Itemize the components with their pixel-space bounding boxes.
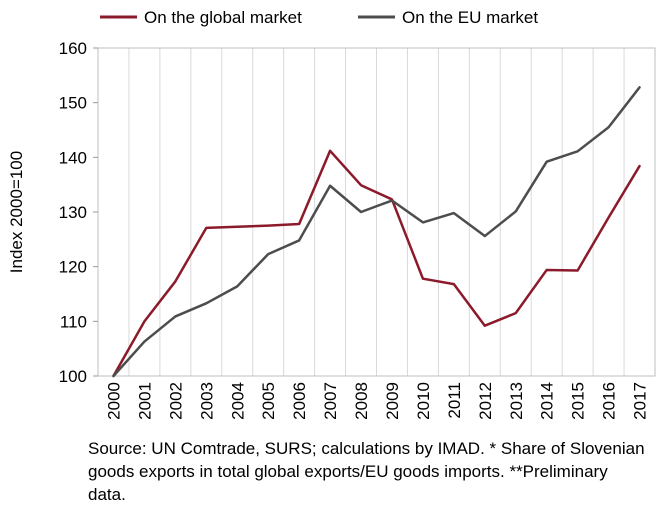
series-lines: [112, 86, 641, 378]
y-tick-label: 160: [59, 39, 87, 58]
x-tick-label: 2010: [414, 382, 433, 420]
y-tick-label: 130: [59, 203, 87, 222]
x-tick-label: 2013: [507, 382, 526, 420]
axes: [93, 47, 656, 377]
x-tick-label: 2008: [352, 382, 371, 420]
x-tick-label: 2005: [259, 382, 278, 420]
source-note: Source: UN Comtrade, SURS; calculations …: [88, 439, 645, 504]
x-tick-label: 2012: [476, 382, 495, 420]
x-tick-label: 2002: [166, 382, 185, 420]
x-tick-label: 2011: [445, 382, 464, 419]
x-tick-label: 2017: [631, 382, 650, 420]
y-tick-label: 120: [59, 258, 87, 277]
x-tick-label: 2006: [290, 382, 309, 420]
y-tick-label: 100: [59, 367, 87, 386]
x-tick-label: 2004: [228, 382, 247, 420]
x-tick-label: 2007: [321, 382, 340, 420]
y-tick-label: 140: [59, 148, 87, 167]
x-tick-label: 2016: [600, 382, 619, 420]
series-line-2: [112, 86, 641, 378]
grid-lines: [128, 48, 625, 376]
x-tick-label: 2001: [135, 382, 154, 420]
x-tick-label: 2014: [538, 382, 557, 420]
x-tick-labels: 2000 2001 2002 2003 2004 2005 2006 2007 2008 2009…: [104, 382, 649, 420]
y-tick-label: 110: [60, 312, 87, 331]
x-tick-label: 2000: [104, 382, 123, 420]
x-tick-label: 2009: [383, 382, 402, 420]
legend-label: On the global market: [144, 8, 302, 27]
x-tick-label: 2003: [197, 382, 216, 420]
y-tick-label: 150: [59, 94, 87, 113]
y-tick-labels: 100 110 120 130 140 150 160: [59, 39, 87, 386]
y-axis-label: Index 2000=100: [7, 151, 26, 273]
x-tick-label: 2015: [569, 382, 588, 420]
legend-label: On the EU market: [402, 8, 538, 27]
legend: On the global market On the EU market: [100, 8, 538, 27]
series-line-1: [112, 149, 641, 378]
